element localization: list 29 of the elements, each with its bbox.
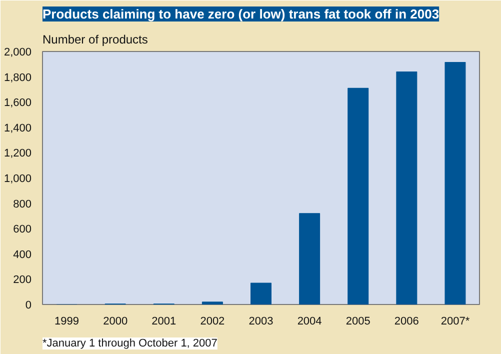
- y-axis-title: Number of products: [42, 32, 148, 46]
- x-tick-label: 2000: [103, 316, 128, 328]
- x-tick-label: 2004: [297, 316, 322, 328]
- y-tick-label: 1,600: [4, 97, 32, 110]
- y-tick-label: 400: [13, 248, 32, 261]
- bar: [299, 213, 320, 304]
- x-tick-label: 2002: [200, 316, 225, 328]
- x-tick-label: 2007*: [440, 316, 470, 328]
- bar: [348, 88, 369, 304]
- y-tick-label: 1,400: [4, 122, 32, 134]
- bar: [202, 302, 223, 304]
- text: *January 1 through October 1, 2007: [42, 338, 218, 350]
- x-tick-label: 2003: [248, 316, 274, 328]
- x-tick-label: 2006: [394, 316, 419, 328]
- y-tick-label: 1,000: [4, 173, 32, 185]
- y-tick-label: 200: [13, 274, 32, 286]
- y-tick-label: 1,800: [4, 72, 32, 84]
- x-tick-label: 1999: [54, 316, 80, 328]
- y-tick-label: 1,200: [4, 148, 32, 160]
- bar: [444, 62, 466, 304]
- bar: [250, 282, 272, 304]
- y-tick-label: 600: [13, 224, 32, 236]
- y-tick-label: 2,000: [4, 46, 32, 58]
- x-tick-label: 2001: [152, 316, 176, 328]
- y-tick-label: 800: [13, 198, 32, 210]
- bar: [396, 71, 418, 304]
- y-tick-label: 0: [25, 300, 32, 312]
- x-tick-label: 2005: [346, 316, 370, 328]
- chart-title: Products claiming to have zero (or low) trans fat took off in 2003: [42, 6, 440, 22]
